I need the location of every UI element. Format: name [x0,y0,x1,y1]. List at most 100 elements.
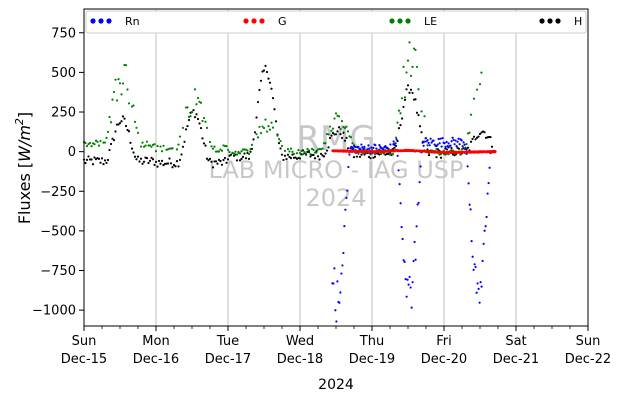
le-point [426,144,429,147]
le-point [202,116,206,120]
rn-point [357,145,360,148]
y-axis-label-exp: 2 [13,118,26,125]
h-point [156,165,159,168]
h-point [274,120,278,123]
h-point [97,157,101,160]
x-tick-date: Dec-16 [133,352,179,367]
watermark: RMG LAB MICRO - IAG USP 2024 [208,119,463,212]
le-point [106,130,110,133]
h-point [183,140,186,143]
h-point [100,157,104,160]
le-point [190,110,194,114]
h-point [400,117,404,120]
rn-point [445,140,448,144]
h-point [312,153,315,157]
le-point [465,142,468,146]
h-point [123,117,126,120]
h-point [217,158,221,161]
y-axis-label-close: ] [15,112,34,118]
rn-point [368,147,371,150]
rn-point [361,146,364,149]
h-point [181,145,185,148]
h-point [169,162,173,165]
le-point [115,99,119,102]
rn-point [414,258,417,261]
rn-point [407,283,410,286]
h-point [133,155,137,158]
rn-point [467,182,470,185]
rn-point [422,144,425,147]
le-point [265,130,269,133]
h-point [474,138,477,141]
h-point [322,155,326,158]
h-point [340,136,344,140]
h-point [402,105,405,109]
le-point [195,103,198,106]
le-point [94,139,98,142]
le-point [409,74,413,77]
h-point [193,116,197,119]
legend-marker-h [555,18,561,24]
h-point [240,157,243,160]
h-point [142,160,146,163]
h-point [235,159,239,162]
x-tick-day: Thu [359,334,384,349]
h-point [256,100,260,104]
x-axis-label: 2024 [318,377,354,393]
le-point [139,145,143,148]
h-point [346,147,350,150]
le-point [249,147,252,151]
h-point [159,162,162,165]
h-point [109,142,113,146]
h-point [327,146,330,149]
h-point [262,69,266,72]
h-point [318,158,321,161]
le-point [396,121,399,124]
le-point [379,152,383,156]
rn-point [334,309,337,312]
h-point [124,124,128,128]
rn-point [336,280,339,283]
legend-label-le: LE [424,15,437,28]
le-point [181,126,185,129]
rn-point [397,169,400,172]
rn-point [374,144,377,147]
rn-point [395,138,398,141]
h-point [136,155,140,158]
le-point [346,130,350,133]
rn-point [436,143,439,146]
le-point [394,136,398,139]
le-point [204,120,207,123]
h-point [214,160,218,163]
rn-point [424,137,427,140]
le-point [112,90,116,94]
h-point [195,113,198,116]
le-point [171,147,174,150]
legend-marker-h [547,18,553,24]
h-point [471,137,474,141]
rn-point [463,143,466,146]
le-point [345,125,348,128]
rn-point [457,137,460,140]
le-point [189,115,192,118]
x-tick-day: Sun [72,334,97,349]
le-point [402,65,405,69]
rn-point [375,147,378,150]
rn-point [352,147,355,150]
rn-point [360,143,363,146]
rn-point [418,181,421,184]
le-point [208,140,212,144]
rn-point [389,143,392,146]
rn-point [432,139,435,142]
le-point [250,143,254,146]
le-point [411,65,414,69]
h-point [154,160,158,163]
h-point [108,148,111,152]
rn-point [405,295,408,298]
rn-point [471,255,474,258]
rn-point [430,141,433,144]
h-point [298,157,302,160]
le-point [286,148,290,151]
h-point [373,155,377,158]
